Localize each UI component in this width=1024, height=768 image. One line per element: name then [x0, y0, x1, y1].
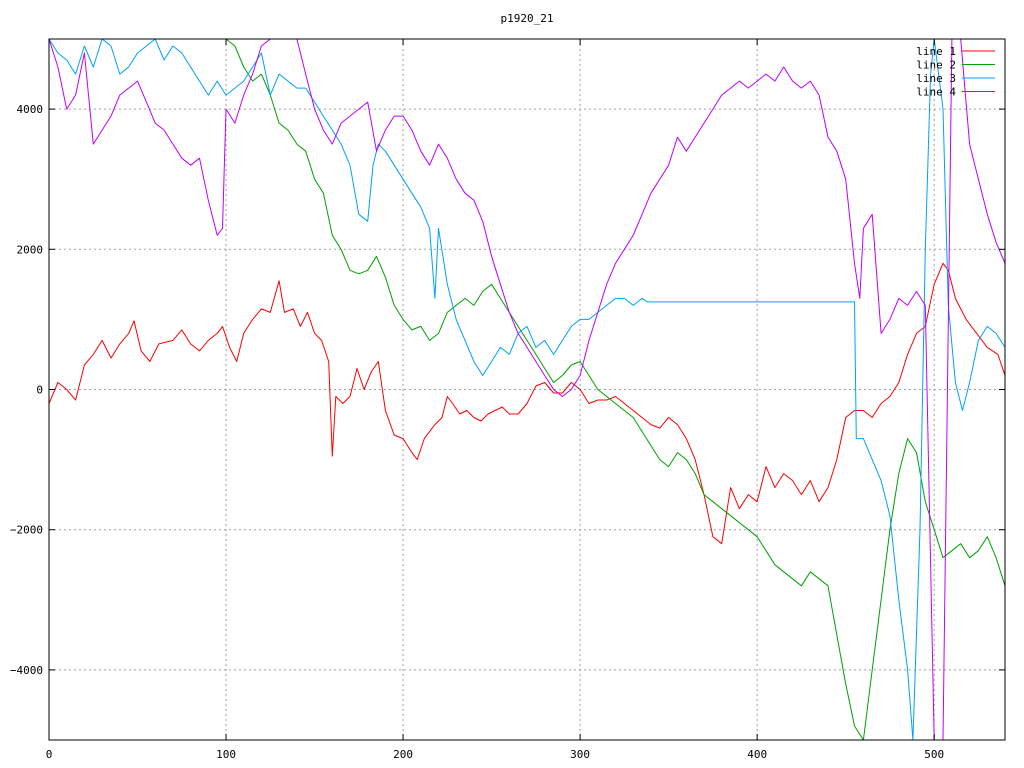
y-tick-label: 0: [36, 384, 43, 397]
x-tick-label: 100: [216, 748, 236, 761]
grid-lines: [49, 39, 1005, 740]
plot-frame: [48, 38, 1006, 741]
legend-label: line 2: [916, 59, 956, 72]
x-tick-label: 0: [46, 748, 53, 761]
series-line-3: [49, 39, 1005, 740]
legend-label: line 4: [916, 86, 956, 99]
x-tick-label: 400: [747, 748, 767, 761]
chart-title: p1920_21: [501, 12, 554, 25]
x-tick-label: 500: [924, 748, 944, 761]
axis-ticks: 0 100 200 300 400 500 −4000 −2000 0 2000 4000: [10, 39, 1005, 761]
y-tick-label: 2000: [17, 243, 44, 256]
y-tick-label: −4000: [10, 664, 43, 677]
series-line-1: [49, 262, 1005, 545]
y-tick-label: 4000: [17, 103, 44, 116]
series-group: [49, 39, 1005, 740]
legend-label: line 1: [916, 45, 956, 58]
series-line-2: [225, 39, 1005, 740]
y-tick-label: −2000: [10, 524, 43, 537]
x-tick-label: 200: [393, 748, 413, 761]
legend-label: line 3: [916, 72, 956, 85]
x-tick-label: 300: [570, 748, 590, 761]
series-line-4: [49, 39, 1005, 740]
